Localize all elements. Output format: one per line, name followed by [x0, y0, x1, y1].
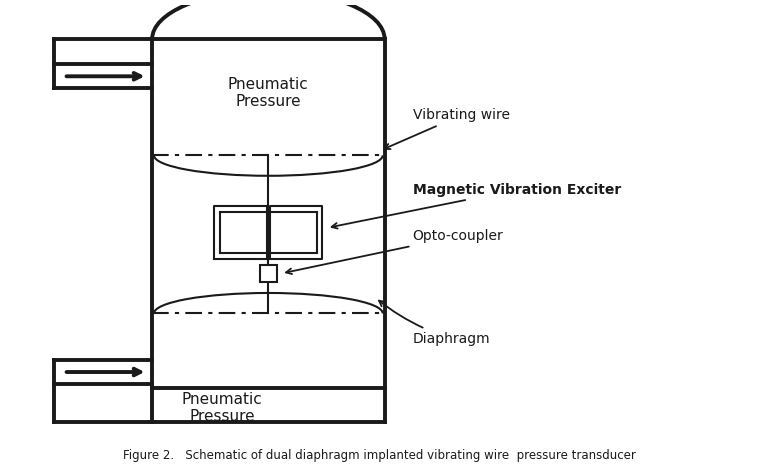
Bar: [220, 212, 266, 253]
Text: Figure 2.   Schematic of dual diaphragm implanted vibrating wire  pressure trans: Figure 2. Schematic of dual diaphragm im…: [123, 449, 636, 462]
Text: Opto-coupler: Opto-coupler: [286, 229, 503, 274]
Text: Pneumatic
Pressure: Pneumatic Pressure: [181, 392, 263, 425]
Bar: [270, 212, 317, 253]
Text: Magnetic Vibration Exciter: Magnetic Vibration Exciter: [332, 183, 621, 228]
Text: Pneumatic
Pressure: Pneumatic Pressure: [228, 77, 309, 109]
Text: Vibrating wire: Vibrating wire: [384, 108, 509, 149]
Text: Diaphragm: Diaphragm: [379, 301, 490, 346]
Bar: [260, 265, 277, 282]
